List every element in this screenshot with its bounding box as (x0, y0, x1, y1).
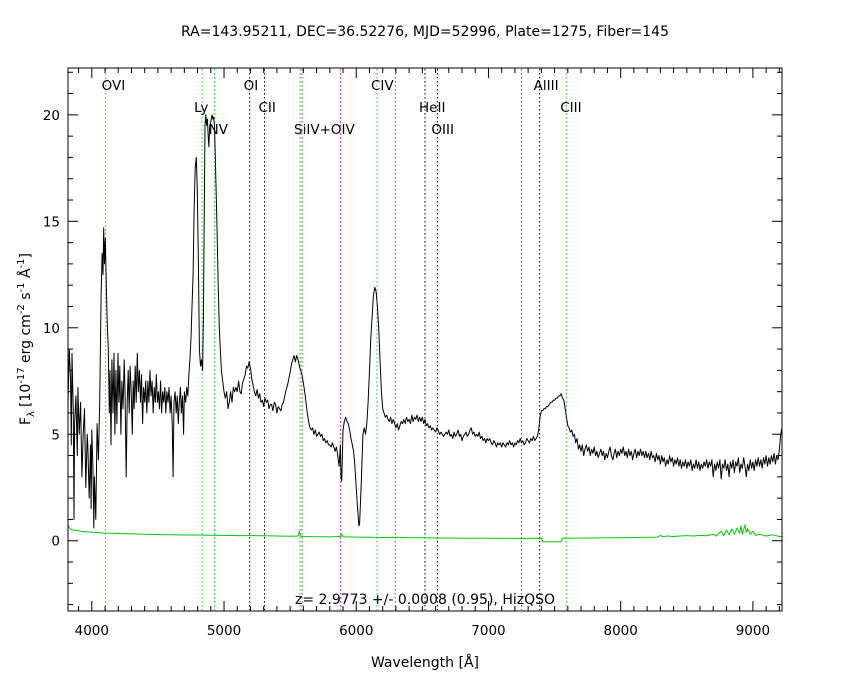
marker-label-8: CIV (371, 78, 394, 94)
marker-label-13: AlIII (534, 78, 559, 94)
y-label-unit2: erg cm (18, 314, 34, 367)
marker-label-14: CIII (560, 100, 581, 116)
x-tick-label-2: 6000 (339, 623, 373, 639)
marker-label-1: Ly (194, 100, 208, 116)
y-axis-label: Fλ[10-17 erg cm-2 s-1 Å-1] (16, 253, 37, 425)
marker-label-4: CII (258, 100, 275, 116)
y-label-sub: λ (26, 411, 37, 417)
x-tick-label-5: 9000 (736, 623, 770, 639)
y-tick-label-1: 5 (51, 427, 60, 443)
y-label-exp4: -1 (16, 258, 27, 268)
data-series (67, 114, 783, 543)
plot-frame (67, 67, 783, 612)
x-tick-label-4: 8000 (604, 623, 638, 639)
y-label-exp3: -1 (16, 282, 27, 292)
x-tick-label-0: 4000 (75, 623, 109, 639)
redshift-annotation: z= 2.9773 +/- 0.0008 (0.95), HizQSO (295, 592, 555, 608)
y-label-main: F (18, 417, 34, 425)
y-label-unit5: ] (18, 253, 34, 258)
marker-label-11: OIII (431, 122, 454, 138)
y-label-unit3: s (18, 292, 34, 304)
y-label-unit: [10 (18, 384, 34, 407)
y-tick-label-0: 0 (51, 534, 60, 550)
marker-label-5: SiIV+OIV (294, 122, 355, 138)
y-tick-label-2: 10 (43, 321, 60, 337)
series-line-1 (67, 524, 782, 543)
y-label-unit4: Å (17, 268, 34, 282)
series-line-0 (67, 114, 783, 529)
marker-label-0: OVI (102, 78, 126, 94)
axis-ticks: 4000 5000 6000 7000 8000 9000 0 5 10 15 20 (43, 68, 782, 639)
y-label-exp1: -17 (16, 367, 27, 383)
marker-label-3: OI (244, 78, 259, 94)
y-tick-label-3: 15 (43, 214, 60, 230)
marker-label-2: NV (209, 122, 229, 138)
x-tick-label-3: 7000 (471, 623, 505, 639)
x-tick-label-1: 5000 (207, 623, 241, 639)
y-tick-label-4: 20 (43, 108, 60, 124)
chart-title: RA=143.95211, DEC=36.52276, MJD=52996, P… (181, 24, 669, 40)
marker-label-10: HeII (419, 100, 445, 116)
x-axis-label: Wavelength [Å] (371, 654, 479, 671)
y-label-exp2: -2 (16, 304, 27, 314)
